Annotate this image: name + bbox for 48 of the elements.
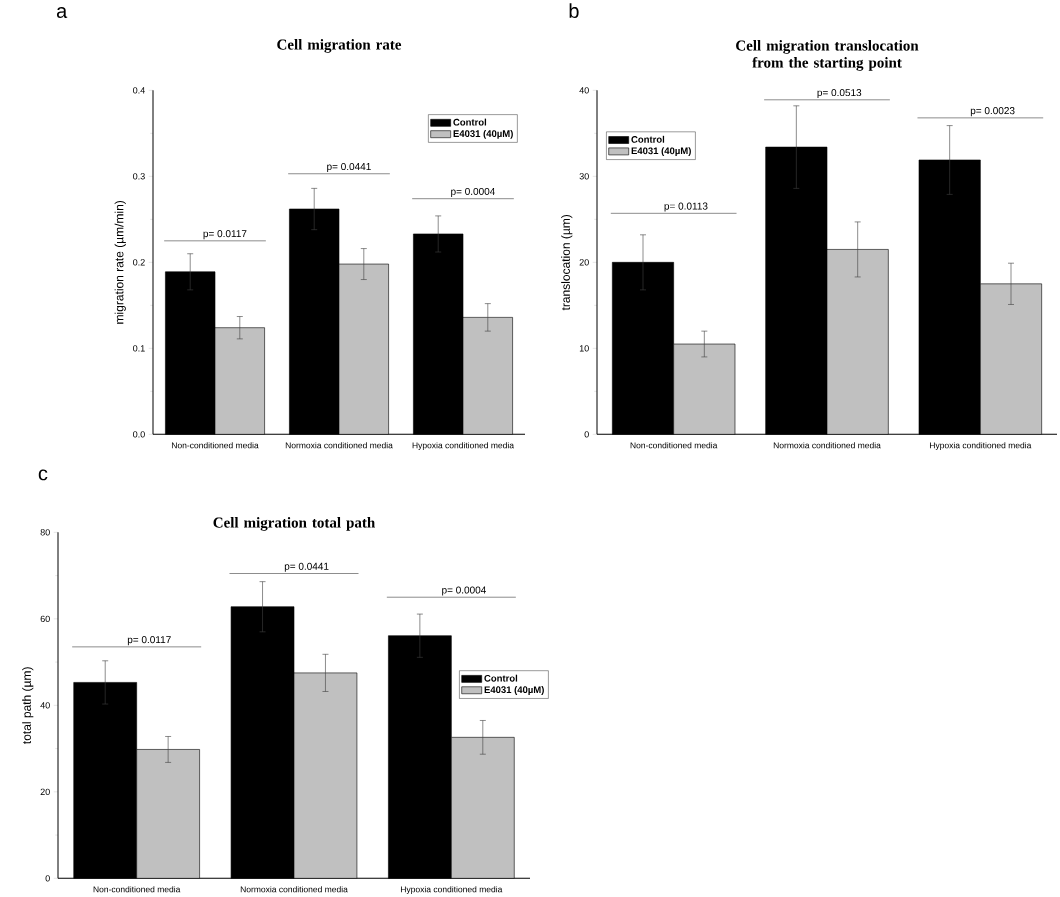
y-tick-label: 40: [579, 86, 589, 94]
legend-label: Control: [453, 118, 487, 126]
annotation: p= 0.0117: [203, 229, 247, 239]
x-tick-label: Non-conditioned media: [630, 441, 718, 449]
y-tick-label: 0: [45, 874, 50, 882]
x-tick-label: Non-conditioned media: [171, 441, 259, 449]
x-tick-label: Hypoxia conditioned media: [930, 441, 1032, 450]
y-tick-label: 20: [40, 788, 50, 795]
annotation: p= 0.0023: [970, 106, 1015, 116]
x-tick-label: Hypoxia conditioned media: [412, 441, 514, 450]
legend-label: E4031 (40µM): [484, 685, 544, 695]
y-axis-title: total path (µm): [22, 667, 34, 744]
y-tick-label: 0.0: [133, 430, 145, 438]
chart-title: Cell migration rate: [277, 38, 402, 53]
text: c: [38, 469, 48, 481]
text: a: [56, 6, 68, 18]
x-tick-label: Normoxia conditioned media: [285, 441, 393, 449]
x-tick-label: Normoxia conditioned media: [240, 885, 348, 893]
annotation: p= 0.0117: [127, 635, 171, 645]
legend-label: E4031 (40µM): [453, 129, 513, 139]
y-tick-label: 30: [579, 172, 589, 180]
y-tick-label: 0.2: [133, 258, 145, 266]
legend-label: E4031 (40µM): [631, 147, 691, 156]
annotation: p= 0.0441: [327, 162, 371, 172]
annotation: p= 0.0441: [284, 562, 329, 572]
annotation: p= 0.0113: [664, 202, 708, 212]
y-tick-label: 0: [584, 430, 589, 438]
x-tick-label: Hypoxia conditioned media: [400, 885, 503, 894]
y-tick-label: 40: [40, 701, 50, 709]
text: b: [569, 3, 579, 18]
y-tick-label: 60: [40, 615, 50, 622]
chart-title: Cell migration total path: [213, 516, 376, 531]
y-axis-title: migration rate (µm/min): [114, 200, 126, 324]
y-tick-label: 10: [579, 344, 589, 352]
y-tick-label: 0.3: [133, 172, 145, 180]
chart-title: Cell migration translocation from the starting point: [736, 39, 919, 71]
annotation: p= 0.0004: [451, 187, 495, 197]
y-tick-label: 80: [40, 528, 50, 536]
y-tick-label: 0.1: [133, 344, 145, 352]
y-axis-title: translocation (µm): [561, 214, 573, 311]
y-tick-label: 0.4: [133, 86, 145, 94]
x-tick-label: Non-conditioned media: [93, 885, 181, 893]
legend-label: Control: [484, 674, 518, 682]
legend-label: Control: [631, 135, 665, 143]
annotation: p= 0.0004: [442, 586, 486, 596]
y-tick-label: 20: [579, 258, 589, 266]
x-tick-label: Normoxia conditioned media: [773, 441, 881, 449]
annotation: p= 0.0513: [817, 88, 862, 98]
